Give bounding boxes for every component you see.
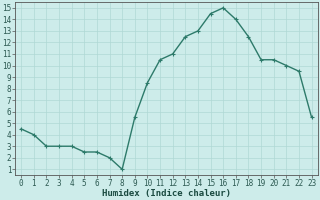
X-axis label: Humidex (Indice chaleur): Humidex (Indice chaleur) [102,189,231,198]
